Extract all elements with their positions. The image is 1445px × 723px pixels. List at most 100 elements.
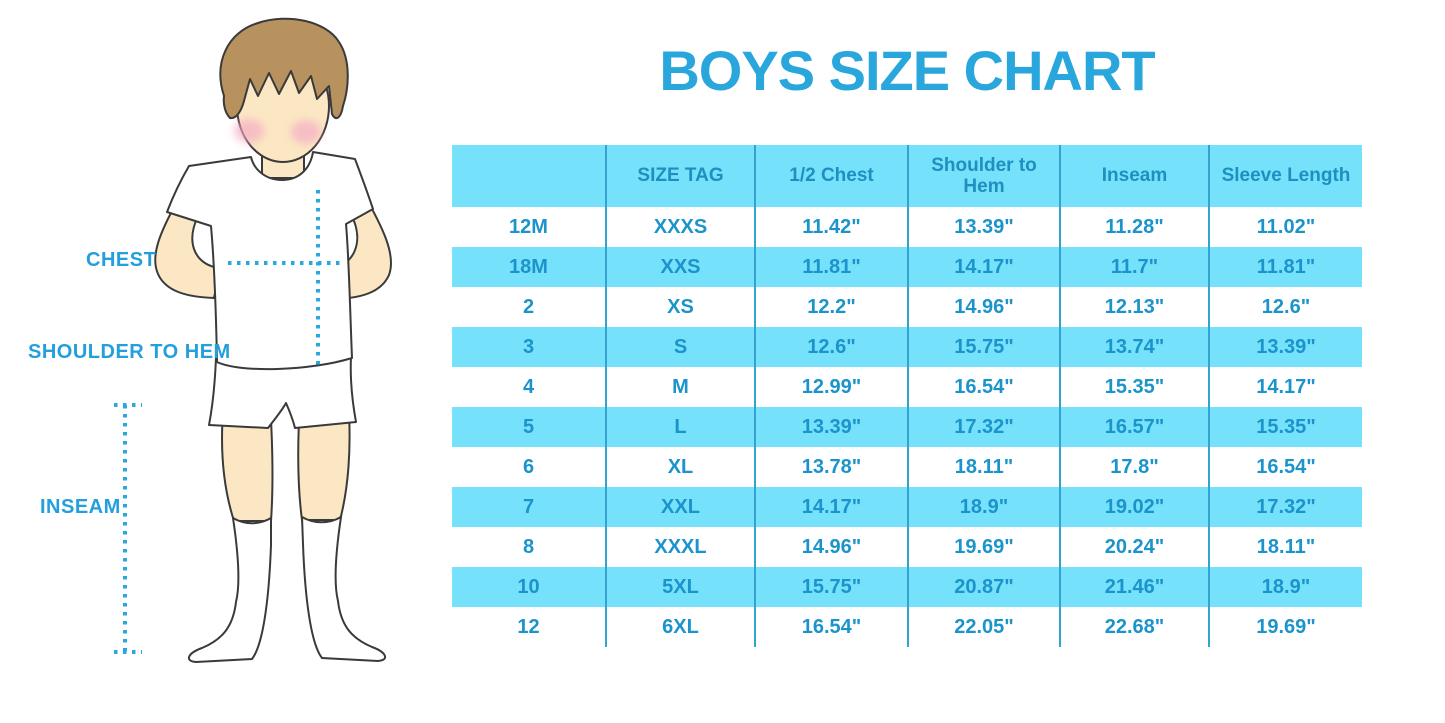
measurement-cell: 14.17" — [907, 247, 1059, 287]
measurement-cell: 6XL — [605, 607, 754, 647]
measurement-cell: 15.35" — [1208, 407, 1362, 447]
measurement-cell: 13.39" — [1208, 327, 1362, 367]
header-cell-half-chest: 1/2 Chest — [754, 145, 907, 207]
measurement-cell: 16.54" — [754, 607, 907, 647]
size-cell: 5 — [522, 415, 535, 438]
size-cell: 10 — [517, 575, 540, 598]
measurement-cell: XXL — [605, 487, 754, 527]
boy-cheek-right — [291, 120, 321, 144]
size-cell: 12 — [517, 615, 540, 638]
measurement-cell: 14.17" — [1208, 367, 1362, 407]
measurement-cell: XXXS — [605, 207, 754, 247]
measurement-cell: 13.78" — [754, 447, 907, 487]
measurement-cell: 18.11" — [907, 447, 1059, 487]
table-row: 12M XXXS 11.42" 13.39" 11.28" 11.02" — [452, 207, 1362, 247]
measurement-cell: 13.74" — [1059, 327, 1208, 367]
table-row: 7 XXL 14.17" 18.9" 19.02" 17.32" — [452, 487, 1362, 527]
measurement-cell: 11.28" — [1059, 207, 1208, 247]
size-cell: 3 — [522, 335, 535, 358]
table-row: 8 XXXL 14.96" 19.69" 20.24" 18.11" — [452, 527, 1362, 567]
measurement-cell: 15.75" — [754, 567, 907, 607]
table-row: 18M XXS 11.81" 14.17" 11.7" 11.81" — [452, 247, 1362, 287]
size-cell: 4 — [522, 375, 535, 398]
measurement-cell: 15.75" — [907, 327, 1059, 367]
measurement-cell: 11.02" — [1208, 207, 1362, 247]
measurement-cell: 12.2" — [754, 287, 907, 327]
measurement-cell: 19.69" — [1208, 607, 1362, 647]
size-table-body: 12M XXXS 11.42" 13.39" 11.28" 11.02" 18M XXS 11.… — [452, 207, 1362, 647]
table-row: 2 XS 12.2" 14.96" 12.13" 12.6" — [452, 287, 1362, 327]
shoulder-to-hem-label: SHOULDER TO HEM — [28, 341, 231, 363]
measurement-cell: 22.68" — [1059, 607, 1208, 647]
measurement-cell: 13.39" — [754, 407, 907, 447]
boy-shorts — [208, 356, 357, 429]
measurement-cell: 11.7" — [1059, 247, 1208, 287]
table-row: 10 5XL 15.75" 20.87" 21.46" 18.9" — [452, 567, 1362, 607]
measurement-cell: 18.11" — [1208, 527, 1362, 567]
measurement-cell: 16.54" — [1208, 447, 1362, 487]
table-row: 12 6XL 16.54" 22.05" 22.68" 19.69" — [452, 607, 1362, 647]
size-table-header-row: SIZE TAG 1/2 Chest Shoulder to Hem Insea… — [452, 145, 1362, 207]
table-row: 4 M 12.99" 16.54" 15.35" 14.17" — [452, 367, 1362, 407]
measurement-cell: 17.8" — [1059, 447, 1208, 487]
boy-leg-left — [221, 398, 274, 522]
measurement-cell: 14.96" — [907, 287, 1059, 327]
measurement-cell: 11.81" — [754, 247, 907, 287]
size-table: SIZE TAG 1/2 Chest Shoulder to Hem Insea… — [452, 145, 1362, 647]
measurement-cell: 12.6" — [1208, 287, 1362, 327]
measurement-cell: 14.96" — [754, 527, 907, 567]
size-cell: 18M — [509, 255, 548, 278]
boy-sock-left — [187, 516, 272, 664]
header-cell-size-tag: SIZE TAG — [605, 145, 754, 207]
measurement-cell: S — [605, 327, 754, 367]
table-row: 5 L 13.39" 17.32" 16.57" 15.35" — [452, 407, 1362, 447]
measurement-cell: 22.05" — [907, 607, 1059, 647]
measurement-cell: 12.6" — [754, 327, 907, 367]
measurement-cell: 20.87" — [907, 567, 1059, 607]
boy-hair — [219, 17, 349, 120]
measurement-cell: 19.69" — [907, 527, 1059, 567]
measurement-cell: XS — [605, 287, 754, 327]
measurement-cell: 21.46" — [1059, 567, 1208, 607]
measurement-cell: 11.42" — [754, 207, 907, 247]
table-row: 3 S 12.6" 15.75" 13.74" 13.39" — [452, 327, 1362, 367]
measurement-cell: 11.81" — [1208, 247, 1362, 287]
boy-arm-left — [154, 198, 222, 300]
size-cell: 7 — [522, 495, 535, 518]
measurement-cell: XL — [605, 447, 754, 487]
size-cell: 6 — [522, 455, 535, 478]
table-row: 6 XL 13.78" 18.11" 17.8" 16.54" — [452, 447, 1362, 487]
header-cell-blank — [452, 145, 605, 207]
header-cell-sleeve-length: Sleeve Length — [1208, 145, 1362, 207]
measurement-cell: 18.9" — [907, 487, 1059, 527]
measurement-cell: 12.99" — [754, 367, 907, 407]
measurement-cell: 14.17" — [754, 487, 907, 527]
inseam-label: INSEAM — [40, 496, 121, 518]
measurement-cell: 16.57" — [1059, 407, 1208, 447]
size-cell: 12M — [509, 215, 548, 238]
measurement-cell: 17.32" — [907, 407, 1059, 447]
size-cell: 2 — [522, 295, 535, 318]
measurement-cell: XXS — [605, 247, 754, 287]
boy-tshirt — [166, 151, 374, 371]
measurement-cell: M — [605, 367, 754, 407]
measurement-cell: 13.39" — [907, 207, 1059, 247]
measurement-cell: 15.35" — [1059, 367, 1208, 407]
header-cell-shoulder-to-hem: Shoulder to Hem — [907, 145, 1059, 207]
boy-measurement-illustration — [114, 17, 393, 664]
measurement-cell: XXXL — [605, 527, 754, 567]
header-cell-inseam: Inseam — [1059, 145, 1208, 207]
measurement-cell: 12.13" — [1059, 287, 1208, 327]
measurement-cell: 5XL — [605, 567, 754, 607]
boy-cheek-left — [234, 119, 264, 143]
measurement-cell: L — [605, 407, 754, 447]
chest-label: CHEST — [86, 249, 157, 271]
measurement-cell: 16.54" — [907, 367, 1059, 407]
boy-sock-right — [300, 515, 387, 663]
page-title: BOYS SIZE CHART — [659, 39, 1155, 102]
size-cell: 8 — [522, 535, 535, 558]
measurement-cell: 18.9" — [1208, 567, 1362, 607]
measurement-cell: 17.32" — [1208, 487, 1362, 527]
measurement-cell: 19.02" — [1059, 487, 1208, 527]
